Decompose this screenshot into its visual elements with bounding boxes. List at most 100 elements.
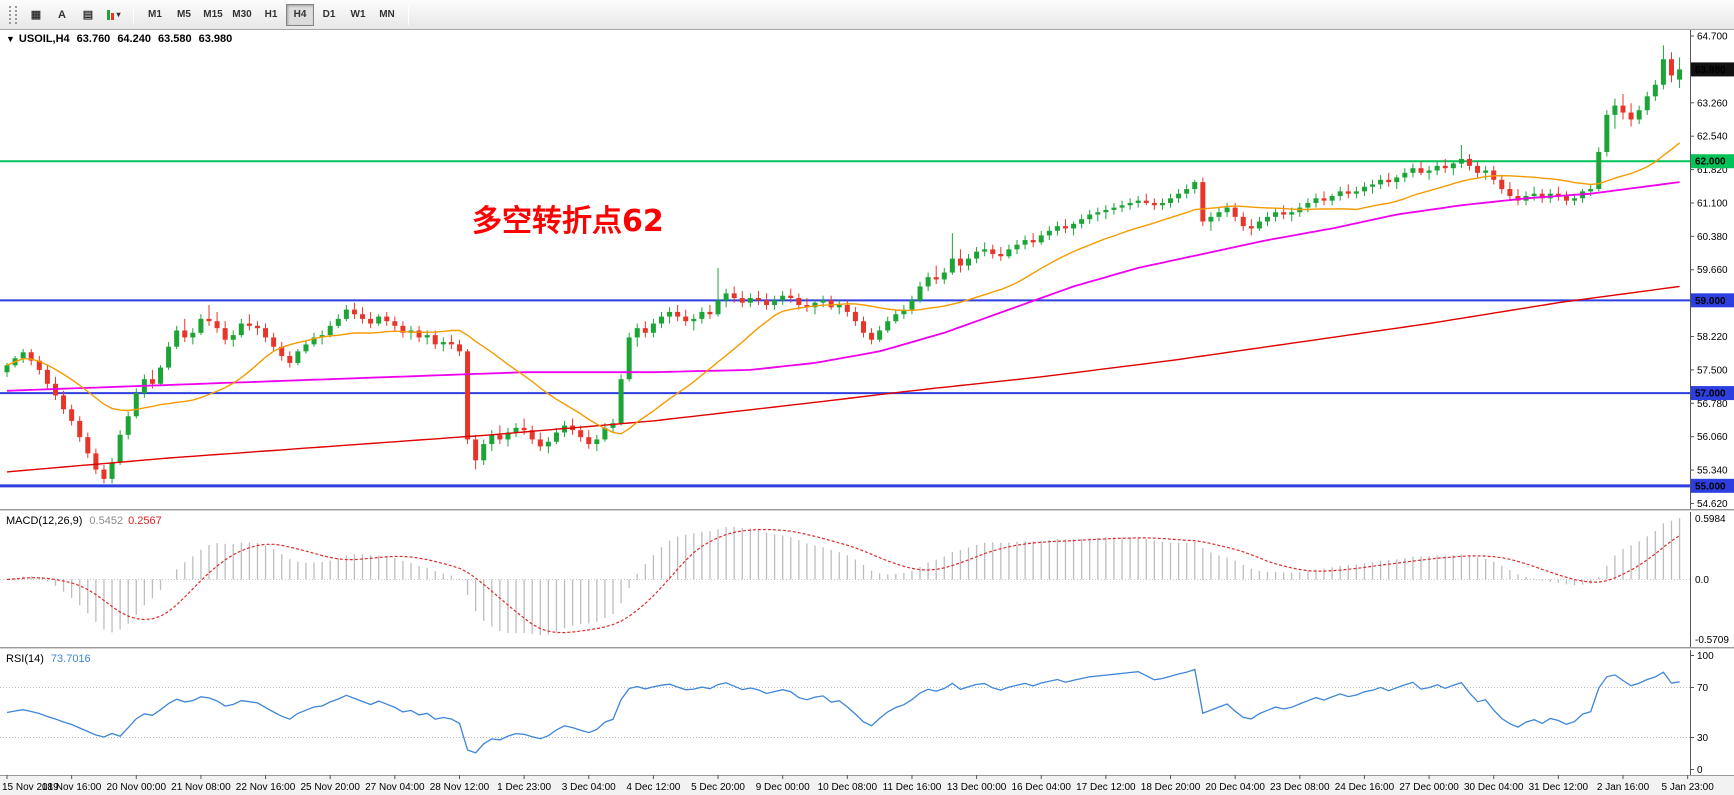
svg-text:57.000: 57.000 bbox=[1695, 389, 1726, 400]
ma-red-line bbox=[6, 285, 1680, 473]
macd-scale-label: 0.5984 bbox=[1695, 514, 1726, 525]
price-tick-label: 62.540 bbox=[1697, 132, 1728, 143]
time-label: 2 Jan 16:00 bbox=[1597, 782, 1650, 793]
timeframe-button-group: M1 M5 M15 M30 H1 H4 D1 W1 MN bbox=[141, 3, 401, 26]
time-label: 21 Nov 08:00 bbox=[171, 782, 231, 793]
timeframe-button-H1[interactable]: H1 bbox=[257, 4, 285, 26]
svg-text:62.000: 62.000 bbox=[1695, 157, 1726, 168]
text-tool-button[interactable]: A bbox=[50, 4, 74, 26]
toolbar: ▦ A ▤ ▾ M1 M5 M15 M30 H1 H4 D1 W1 MN bbox=[0, 0, 1734, 30]
price-tick-label: 64.700 bbox=[1697, 32, 1728, 43]
price-tick-label: 56.780 bbox=[1697, 399, 1728, 410]
main-chart-canvas[interactable] bbox=[0, 30, 1690, 509]
rsi-line bbox=[6, 668, 1680, 754]
price-tick-label: 56.060 bbox=[1697, 432, 1728, 443]
macd-signal-line bbox=[6, 528, 1680, 634]
time-label: 13 Dec 00:00 bbox=[947, 782, 1007, 793]
time-label: 10 Dec 08:00 bbox=[818, 782, 878, 793]
candles-series bbox=[4, 45, 1683, 484]
pane-divider[interactable] bbox=[0, 509, 1734, 512]
price-tick-label: 55.340 bbox=[1697, 466, 1728, 477]
time-label: 30 Dec 04:00 bbox=[1464, 782, 1524, 793]
rsi-scale-label: 0 bbox=[1697, 765, 1703, 775]
time-label: 16 Dec 04:00 bbox=[1011, 782, 1071, 793]
ma-magenta-line bbox=[6, 181, 1680, 392]
price-badge-55.000 bbox=[1691, 478, 1734, 493]
rsi-canvas[interactable] bbox=[0, 650, 1690, 775]
candlesticks-icon bbox=[107, 9, 115, 20]
pane-divider[interactable] bbox=[0, 647, 1734, 650]
time-label: 18 Nov 16:00 bbox=[42, 782, 102, 793]
chart-template-glyph: ▤ bbox=[82, 9, 94, 21]
price-tick-label: 63.260 bbox=[1697, 98, 1728, 109]
toolbar-separator bbox=[408, 4, 409, 25]
rsi-scale-label: 30 bbox=[1697, 733, 1709, 744]
time-label: 5 Dec 20:00 bbox=[691, 782, 745, 793]
time-label: 18 Dec 20:00 bbox=[1141, 782, 1201, 793]
time-label: 25 Nov 20:00 bbox=[300, 782, 360, 793]
price-badge-57.000 bbox=[1691, 386, 1734, 401]
time-label: 20 Nov 00:00 bbox=[107, 782, 167, 793]
timeframe-button-H4[interactable]: H4 bbox=[286, 3, 314, 26]
time-label: 1 Dec 23:00 bbox=[497, 782, 551, 793]
time-label: 9 Dec 00:00 bbox=[756, 782, 810, 793]
time-label: 27 Dec 00:00 bbox=[1399, 782, 1459, 793]
macd-pane[interactable]: 0.5984 0.0 -0.5709 MACD(12,26,9) 0.5452 0.25… bbox=[0, 512, 1734, 647]
price-tick-label: 57.500 bbox=[1697, 365, 1728, 376]
chart-stack: 64.700 63.980 63.260 62.540 61.820 61.100 60.3… bbox=[0, 30, 1734, 795]
rsi-scale-label: 70 bbox=[1697, 683, 1709, 694]
time-label: 15 Nov 2019 bbox=[2, 782, 59, 793]
text-tool-glyph: A bbox=[58, 8, 66, 21]
time-label: 28 Nov 12:00 bbox=[430, 782, 490, 793]
time-label: 20 Dec 04:00 bbox=[1205, 782, 1265, 793]
rsi-pane[interactable]: 100 70 30 0 RSI(14) 73.7016 bbox=[0, 650, 1734, 775]
timeframe-button-D1[interactable]: D1 bbox=[315, 4, 343, 26]
grid-icon[interactable]: ▦ bbox=[24, 4, 48, 26]
candle-style-dropdown[interactable]: ▾ bbox=[102, 4, 126, 26]
time-label: 17 Dec 12:00 bbox=[1076, 782, 1136, 793]
price-badge-59.000 bbox=[1691, 293, 1734, 308]
price-badge-63.980 bbox=[1691, 62, 1734, 77]
timeframe-button-W1[interactable]: W1 bbox=[344, 4, 372, 26]
chart-template-button[interactable]: ▤ bbox=[76, 4, 100, 26]
time-label: 11 Dec 16:00 bbox=[883, 782, 942, 793]
macd-histogram bbox=[14, 518, 1681, 635]
chevron-down-icon: ▾ bbox=[116, 10, 121, 19]
time-label: 24 Dec 16:00 bbox=[1335, 782, 1395, 793]
price-badge-62.000 bbox=[1691, 154, 1734, 169]
rsi-scale: 100 70 30 0 bbox=[1690, 650, 1714, 775]
timeframe-button-M15[interactable]: M15 bbox=[199, 4, 227, 26]
ma-orange-line bbox=[6, 142, 1681, 435]
time-label: 23 Dec 08:00 bbox=[1270, 782, 1330, 793]
macd-canvas[interactable] bbox=[0, 512, 1690, 647]
time-label: 22 Nov 16:00 bbox=[236, 782, 296, 793]
time-label: 3 Dec 04:00 bbox=[562, 782, 616, 793]
time-label: 31 Dec 12:00 bbox=[1529, 782, 1589, 793]
price-tick-label: 61.100 bbox=[1697, 198, 1728, 209]
price-tick-label: 60.380 bbox=[1697, 232, 1728, 243]
macd-scale-label: -0.5709 bbox=[1695, 635, 1729, 646]
toolbar-grip[interactable] bbox=[9, 5, 17, 24]
price-scale[interactable]: 64.700 63.980 63.260 62.540 61.820 61.100 60.3… bbox=[1690, 30, 1734, 509]
time-label: 27 Nov 04:00 bbox=[365, 782, 425, 793]
timeframe-button-M30[interactable]: M30 bbox=[228, 4, 256, 26]
price-tick-label: 54.620 bbox=[1697, 499, 1728, 509]
svg-text:59.000: 59.000 bbox=[1695, 296, 1726, 307]
time-axis[interactable]: 15 Nov 2019 18 Nov 16:00 20 Nov 00:00 21 No… bbox=[0, 775, 1734, 795]
price-tick-label: 59.660 bbox=[1697, 265, 1728, 276]
timeframe-button-M1[interactable]: M1 bbox=[141, 4, 169, 26]
price-tick-label: 58.220 bbox=[1697, 332, 1728, 343]
timeframe-button-MN[interactable]: MN bbox=[373, 4, 401, 26]
price-tick-label: 61.820 bbox=[1697, 165, 1728, 176]
macd-scale: 0.5984 0.0 -0.5709 bbox=[1690, 512, 1729, 647]
macd-scale-label: 0.0 bbox=[1695, 575, 1709, 586]
chart-text-annotation: 多空转折点62 bbox=[472, 204, 664, 239]
main-chart-pane[interactable]: 64.700 63.980 63.260 62.540 61.820 61.100 60.3… bbox=[0, 30, 1734, 509]
svg-text:55.000: 55.000 bbox=[1695, 481, 1726, 492]
rsi-scale-label: 100 bbox=[1697, 651, 1714, 662]
toolbar-separator bbox=[133, 4, 134, 25]
svg-text:63.980: 63.980 bbox=[1695, 65, 1726, 76]
timeframe-button-M5[interactable]: M5 bbox=[170, 4, 198, 26]
time-label: 5 Jan 23:00 bbox=[1662, 782, 1715, 793]
